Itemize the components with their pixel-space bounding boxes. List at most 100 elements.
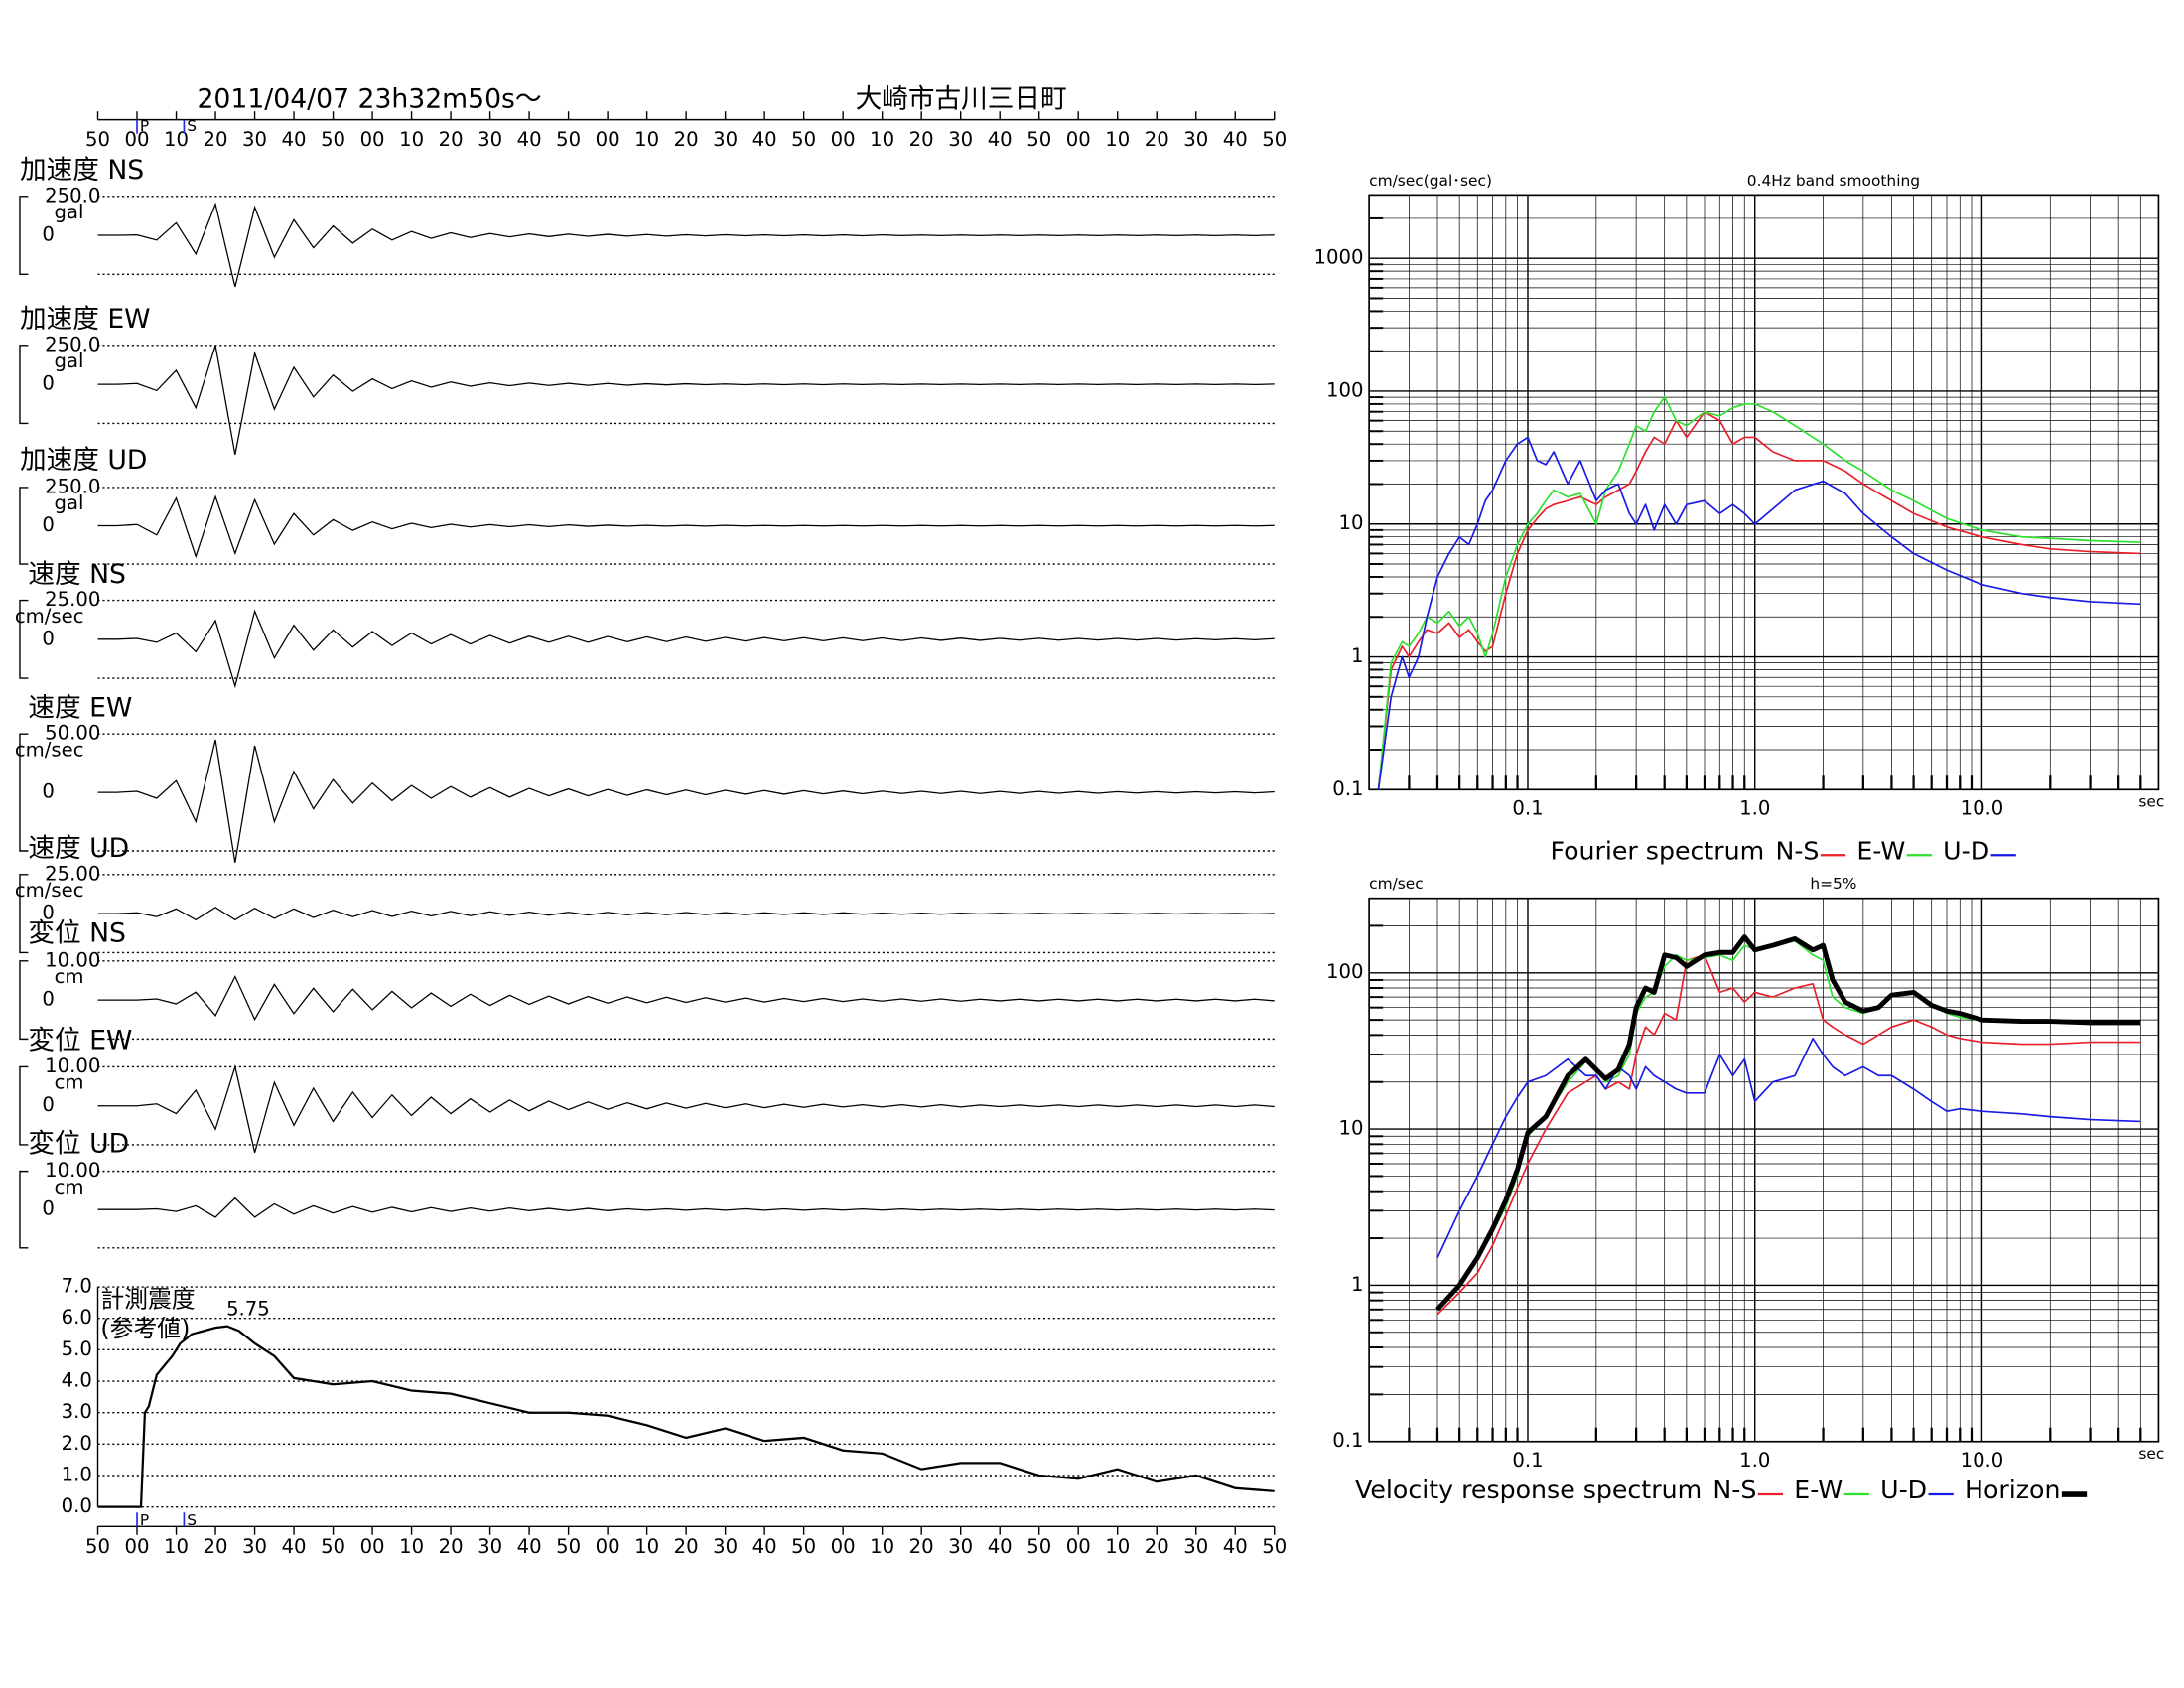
time-tick-label: 40 [517, 1535, 542, 1558]
y-tick-label: 10 [1339, 511, 1364, 534]
trace-label: 加速度 UD [20, 445, 147, 476]
time-tick-label: 00 [831, 128, 856, 151]
time-tick-label: 20 [909, 1535, 934, 1558]
y-tick-label: 0 [42, 902, 55, 924]
trace-label: 変位 NS [28, 918, 126, 949]
unit-label: cm [55, 1071, 84, 1094]
trace-label: 速度 EW [28, 692, 132, 723]
spectrum-line [1377, 396, 2141, 790]
phase-label: S [187, 1511, 197, 1529]
record-date: 2011/04/07 23h32m50s〜 [197, 83, 541, 114]
time-tick-label: 20 [439, 128, 464, 151]
trace-label: 加速度 EW [20, 304, 151, 335]
time-tick-label: 30 [713, 1535, 738, 1558]
y-tick-label: 250.0 [45, 333, 100, 355]
y-tick-label: 100 [1326, 960, 1363, 983]
time-tick-label: 30 [242, 1535, 267, 1558]
time-tick-label: 20 [909, 128, 934, 151]
x-tick-label: 10.0 [1961, 1449, 2004, 1472]
phase-label: P [140, 1511, 149, 1529]
waveform [97, 494, 1275, 559]
y-tick-label: 1000 [1314, 246, 1364, 269]
time-tick-label: 30 [1183, 128, 1208, 151]
y-tick-label: 10 [1339, 1117, 1364, 1140]
x-axis-label: sec [2138, 1445, 2164, 1463]
y-tick-label: 1 [1351, 644, 1364, 667]
waveform [97, 1064, 1275, 1153]
time-tick-label: 50 [321, 128, 345, 151]
time-tick-label: 00 [125, 128, 150, 151]
plot-frame [1368, 897, 2160, 1443]
legend-label: N-S [1775, 836, 1819, 865]
time-tick-label: 10 [1105, 1535, 1130, 1558]
time-tick-label: 30 [242, 128, 267, 151]
unit-label: cm [55, 965, 84, 988]
time-tick-label: 20 [204, 1535, 228, 1558]
waveform [97, 907, 1275, 921]
y-tick-label: 10.00 [45, 1055, 100, 1077]
y-tick-label: 6.0 [62, 1306, 92, 1329]
time-tick-label: 50 [1026, 1535, 1051, 1558]
spectrum-line [1377, 410, 2141, 790]
x-tick-label: 1.0 [1739, 1449, 1770, 1472]
time-tick-label: 50 [556, 1535, 581, 1558]
time-tick-label: 00 [360, 1535, 385, 1558]
time-tick-label: 40 [282, 1535, 307, 1558]
time-tick-label: 40 [988, 1535, 1013, 1558]
trace-bracket [19, 733, 29, 852]
unit-label: cm/sec [15, 739, 84, 762]
y-tick-label: 0.1 [1332, 777, 1363, 800]
spectrum-line [1436, 953, 2141, 1316]
time-tick-label: 50 [85, 1535, 110, 1558]
time-tick-label: 10 [399, 128, 424, 151]
trace-bracket [19, 1065, 29, 1146]
y-tick-label: 3.0 [62, 1400, 92, 1423]
y-tick-label: 25.00 [45, 862, 100, 885]
trace-bracket [19, 1170, 29, 1249]
trace-bracket [19, 874, 29, 954]
time-tick-label: 20 [674, 1535, 699, 1558]
trace-bracket [19, 487, 29, 565]
y-axis-label: cm/sec [1369, 875, 1424, 893]
legend-title: Fourier spectrum [1550, 836, 1764, 865]
time-tick-label: 40 [282, 128, 307, 151]
unit-label: gal [55, 350, 84, 372]
time-tick-label: 50 [791, 1535, 816, 1558]
trace-label: 速度 NS [28, 559, 126, 590]
time-tick-label: 40 [517, 128, 542, 151]
y-tick-label: 5.0 [62, 1337, 92, 1360]
trace-bracket [19, 196, 29, 276]
time-tick-label: 40 [752, 128, 777, 151]
time-tick-label: 50 [1262, 1535, 1287, 1558]
spectrum-line [1436, 1037, 2141, 1259]
legend-label: E-W [1794, 1476, 1843, 1504]
time-tick-label: 10 [164, 128, 189, 151]
y-axis-label: cm/sec(gal･sec) [1369, 172, 1492, 190]
phase-label: P [140, 117, 149, 135]
unit-label: cm/sec [15, 879, 84, 902]
time-tick-label: 20 [674, 128, 699, 151]
y-tick-label: 25.00 [45, 588, 100, 611]
trace-label: 変位 EW [28, 1026, 132, 1056]
time-tick-label: 00 [360, 128, 385, 151]
time-tick-label: 10 [634, 128, 659, 151]
time-tick-label: 00 [596, 128, 620, 151]
y-tick-label: 250.0 [45, 184, 100, 207]
trace-label: 速度 UD [28, 833, 129, 864]
phase-label: S [187, 117, 197, 135]
time-tick-label: 50 [1262, 128, 1287, 151]
trace-label: 変位 UD [28, 1128, 129, 1159]
time-tick-label: 10 [1105, 128, 1130, 151]
spectrum-line [1435, 934, 2141, 1312]
waveform [97, 202, 1275, 288]
waveform [97, 739, 1275, 863]
trace-bracket [19, 960, 29, 1041]
time-tick-label: 40 [1223, 1535, 1248, 1558]
x-tick-label: 10.0 [1961, 796, 2004, 819]
y-tick-label: 10.00 [45, 1159, 100, 1182]
unit-label: cm/sec [15, 605, 84, 628]
unit-label: cm [55, 1176, 84, 1198]
legend-label: E-W [1856, 836, 1905, 865]
